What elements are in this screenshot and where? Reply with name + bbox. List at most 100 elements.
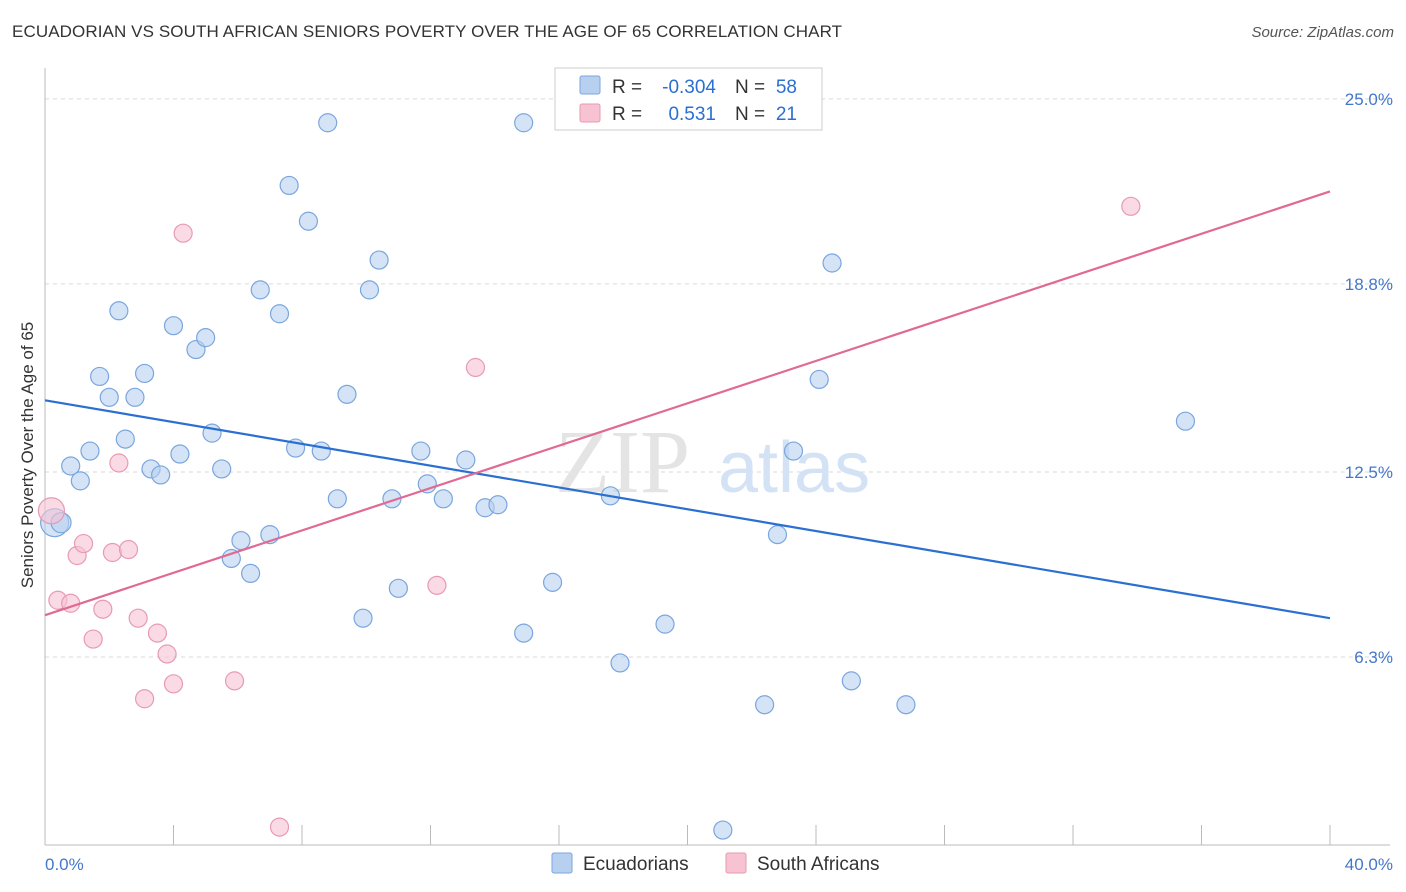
- ecuadorian-point: [1175, 411, 1196, 431]
- ecuadorian-point: [411, 441, 431, 461]
- ecuadorian-point: [610, 653, 630, 673]
- series-legend: Ecuadorians South Africans: [551, 852, 880, 875]
- ecuadorian-point: [115, 429, 135, 449]
- ecuadorian-point: [369, 250, 389, 270]
- ecuadorian-trend-line: [44, 399, 1331, 620]
- data-points: [37, 113, 1196, 840]
- ecuadorian-point: [90, 366, 110, 387]
- legend-swatch-pink: [579, 103, 601, 123]
- series-label-south-africans: South Africans: [757, 854, 880, 875]
- ecuadorian-point: [337, 384, 357, 404]
- ecuadorian-point: [388, 578, 408, 598]
- ecuadorian-point: [488, 495, 508, 515]
- chart-title: ECUADORIAN VS SOUTH AFRICAN SENIORS POVE…: [12, 22, 843, 41]
- south-african-point: [224, 671, 245, 691]
- source-credit: Source: ZipAtlas.com: [1251, 24, 1394, 41]
- ecuadorian-point: [250, 280, 270, 300]
- ecuadorian-point: [783, 441, 804, 461]
- series-label-ecuadorians: Ecuadorians: [583, 854, 689, 875]
- ecuadorian-point: [353, 608, 373, 628]
- ecuadorian-point: [279, 175, 299, 196]
- x-tick-label: 40.0%: [1345, 855, 1393, 874]
- south-african-point: [118, 539, 139, 560]
- y-tick-label: 18.8%: [1345, 275, 1393, 294]
- tick-labels: 6.3% 12.5% 18.8% 25.0% 0.0% 40.0%: [45, 90, 1393, 874]
- ecuadorian-point: [822, 253, 842, 273]
- south-african-point: [83, 629, 103, 649]
- legend-r-value: 0.531: [668, 104, 716, 125]
- ecuadorian-point: [311, 441, 331, 461]
- ecuadorian-point: [542, 572, 563, 592]
- south-african-point: [134, 689, 155, 709]
- ecuadorian-point: [327, 489, 347, 509]
- watermark-atlas: atlas: [718, 428, 870, 508]
- ecuadorian-point: [170, 444, 190, 464]
- south-african-point: [1121, 196, 1141, 216]
- ecuadorian-point: [754, 695, 775, 715]
- ecuadorian-point: [70, 471, 90, 491]
- ecuadorian-point: [514, 113, 534, 133]
- south-african-point: [109, 453, 129, 473]
- ecuadorian-point: [163, 316, 184, 336]
- legend-n-value: 58: [776, 77, 797, 98]
- legend-box: R = -0.304 N = 58 R = 0.531 N = 21: [554, 67, 823, 131]
- south-african-point: [173, 223, 193, 243]
- y-tick-label: 12.5%: [1345, 463, 1393, 482]
- legend-n-label: N =: [735, 77, 765, 98]
- ecuadorian-point: [241, 563, 261, 584]
- ecuadorian-point: [196, 328, 216, 348]
- ecuadorian-point: [109, 301, 129, 321]
- grid-lines: [45, 98, 1390, 658]
- south-african-point: [427, 575, 447, 595]
- legend-r-label: R =: [612, 77, 642, 98]
- legend-n-value: 21: [776, 104, 797, 125]
- legend-n-label: N =: [735, 104, 765, 125]
- ecuadorian-point: [80, 441, 100, 461]
- ecuadorian-point: [514, 623, 534, 643]
- ecuadorian-point: [212, 459, 232, 479]
- ecuadorian-point: [655, 614, 675, 634]
- y-tick-label: 25.0%: [1345, 90, 1393, 109]
- south-african-trend-line: [44, 190, 1331, 617]
- ecuadorian-point: [298, 211, 319, 231]
- ecuadorian-point: [433, 489, 453, 509]
- south-african-point: [465, 357, 486, 378]
- ecuadorian-point: [713, 820, 733, 840]
- series-swatch-ecuadorians: [551, 852, 573, 874]
- south-african-point: [37, 497, 66, 525]
- y-tick-label: 6.3%: [1354, 648, 1393, 667]
- ecuadorian-point: [318, 113, 338, 133]
- south-african-point: [269, 817, 290, 837]
- legend-r-label: R =: [612, 104, 642, 125]
- south-african-point: [73, 533, 94, 554]
- south-african-point: [157, 644, 177, 664]
- south-african-point: [163, 674, 184, 694]
- watermark: ZIP atlas: [555, 413, 870, 512]
- ecuadorian-point: [61, 456, 81, 476]
- ecuadorian-point: [841, 671, 861, 691]
- watermark-zip: ZIP: [555, 413, 690, 512]
- ecuadorian-point: [456, 450, 476, 470]
- axes: [44, 68, 1390, 846]
- ecuadorian-point: [896, 695, 916, 715]
- ecuadorian-point: [134, 363, 155, 384]
- ecuadorian-point: [231, 530, 251, 551]
- legend-swatch-blue: [579, 75, 601, 95]
- ecuadorian-point: [809, 369, 829, 390]
- ecuadorian-point: [359, 280, 380, 300]
- series-swatch-south-africans: [725, 852, 747, 874]
- ecuadorian-point: [151, 465, 171, 485]
- ecuadorian-point: [269, 304, 290, 324]
- trend-lines: [44, 190, 1331, 620]
- ecuadorian-point: [125, 387, 145, 407]
- x-tick-label: 0.0%: [45, 855, 84, 874]
- ecuadorian-point: [767, 525, 788, 545]
- south-african-point: [93, 599, 113, 619]
- y-axis-title: Seniors Poverty Over the Age of 65: [18, 322, 37, 588]
- south-african-point: [147, 623, 168, 643]
- legend-r-value: -0.304: [662, 77, 716, 98]
- south-african-point: [102, 542, 123, 563]
- ecuadorian-point: [99, 387, 119, 407]
- ecuadorian-point: [221, 548, 241, 569]
